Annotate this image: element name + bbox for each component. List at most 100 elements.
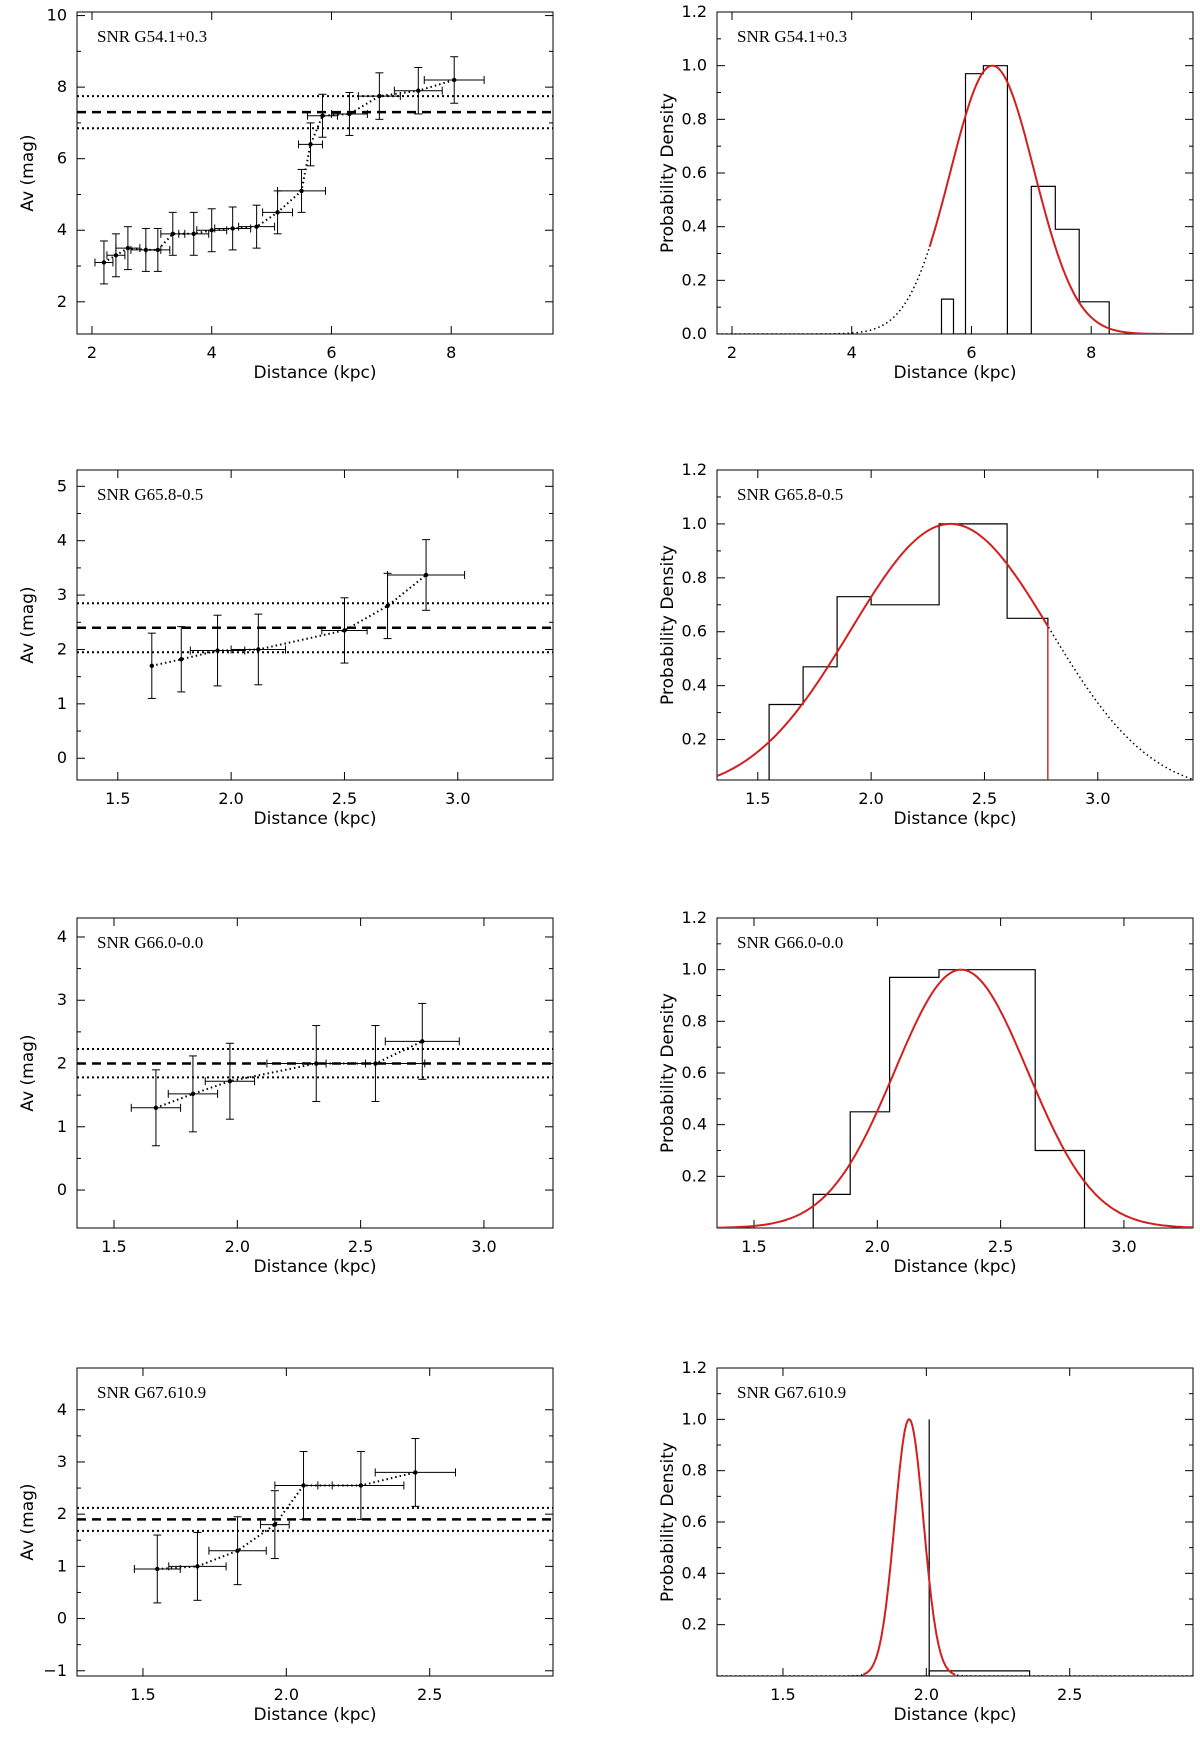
av-panel-frame <box>76 469 554 781</box>
av-panel-ytick-label: 1 <box>57 694 67 713</box>
av-panel-ytick-label: 2 <box>57 1504 67 1523</box>
av-panel-ytick-label: 3 <box>57 585 67 604</box>
av-panel-panel-title: SNR G65.8-0.5 <box>97 485 203 504</box>
pdf-panel-ytick-label: 0.4 <box>682 1115 707 1134</box>
data-point <box>301 1483 306 1488</box>
av-panel-ytick-label: 2 <box>57 1054 67 1073</box>
data-point <box>272 1522 278 1527</box>
av-panel-ytick-label: 0 <box>57 748 67 767</box>
pdf-panel-frame <box>716 11 1194 335</box>
pdf-panel-frame <box>716 469 1194 781</box>
av-panel-xtick-label: 3.0 <box>445 789 470 808</box>
av-panel-plot-area <box>77 56 553 285</box>
av-panel-ytick-label: 3 <box>57 990 67 1009</box>
av-panel-ytick-label: 4 <box>57 1400 67 1419</box>
data-point <box>215 648 220 653</box>
pdf-panel-xtick-label: 2 <box>727 343 737 362</box>
av-panel-ytick-label: 1 <box>57 1117 67 1136</box>
av-panel-ytick-label: 10 <box>47 6 67 25</box>
pdf-panel-plot-area <box>717 968 1193 1228</box>
gaussian-fit-red <box>862 1418 956 1676</box>
av-trend-curve <box>103 79 455 264</box>
pdf-panel-ytick-label: 0.6 <box>682 163 707 182</box>
av-panel-frame <box>76 11 554 335</box>
data-point <box>308 142 313 147</box>
data-point <box>452 77 457 83</box>
pdf-panel-ytick-label: 1.0 <box>682 56 707 75</box>
av-panel-2: 1.5 2.0 2.5 3.0 0 1 2 3 4 5 Distance (kpc) Av (mag)… <box>18 469 554 829</box>
pdf-panel-panel-title: SNR G67.610.9 <box>737 1383 846 1402</box>
pdf-panel-ytick-label: 0.8 <box>682 1461 707 1480</box>
gaussian-fit-dotted <box>717 1418 1193 1676</box>
pdf-panel-ytick-label: 0.2 <box>682 1166 707 1185</box>
av-panel-x-axis-title: Distance (kpc) <box>254 1257 377 1277</box>
pdf-panel-ytick-label: 1.0 <box>682 960 707 979</box>
pdf-panel-xtick-label: 6 <box>966 343 976 362</box>
data-point <box>416 88 421 93</box>
pdf-panel-xtick-label: 2.5 <box>1057 1685 1082 1704</box>
av-panel-ytick-label: 2 <box>57 639 67 658</box>
av-panel-ytick-label: 0 <box>57 1609 67 1628</box>
data-point <box>314 1061 319 1066</box>
av-panel-xtick-label: 6 <box>326 343 336 362</box>
data-point <box>191 231 196 237</box>
av-panel-3: 1.5 2.0 2.5 3.0 0 1 2 3 4 Distance (kpc) Av (mag) S… <box>18 917 554 1277</box>
data-point <box>195 1564 200 1569</box>
av-panel-ytick-label: 3 <box>57 1452 67 1471</box>
data-point <box>113 253 119 258</box>
pdf-panel-panel-title: SNR G66.0-0.0 <box>737 933 843 952</box>
data-point <box>275 210 280 215</box>
pdf-panel-panel-title: SNR G54.1+0.3 <box>737 27 847 46</box>
histogram-steps <box>848 1670 1031 1676</box>
av-panel-y-axis-title: Av (mag) <box>18 1034 38 1111</box>
pdf-panel-1: 2 4 6 8 0.0 0.2 0.4 0.6 0.8 1.0 1.2 Distance (kpc) P… <box>658 2 1194 383</box>
av-panel-x-axis-title: Distance (kpc) <box>254 363 377 383</box>
data-point <box>358 1483 364 1488</box>
av-panel-ytick-label: 8 <box>57 77 67 96</box>
pdf-panel-y-axis-title: Probability Density <box>658 993 678 1153</box>
pdf-panel-ytick-label: 0.8 <box>682 1011 707 1030</box>
gaussian-fit-red <box>717 968 1193 1228</box>
data-point <box>373 1061 378 1066</box>
av-panel-plot-area <box>77 1002 553 1147</box>
pdf-panel-ytick-label: 0.6 <box>682 622 707 641</box>
pdf-panel-ytick-label: 0.6 <box>682 1063 707 1082</box>
data-point <box>413 1470 418 1475</box>
data-point <box>153 1105 159 1110</box>
data-point <box>347 111 352 117</box>
histogram-steps <box>812 969 1086 1228</box>
av-trend-curve <box>155 1040 423 1109</box>
pdf-panel-ytick-label: 1.2 <box>682 2 707 21</box>
av-panel-y-axis-title: Av (mag) <box>18 1483 38 1560</box>
av-panel-xtick-label: 2.5 <box>348 1237 373 1256</box>
pdf-panel-xtick-label: 3.0 <box>1111 1237 1136 1256</box>
pdf-panel-xtick-label: 1.5 <box>741 1237 766 1256</box>
pdf-panel-xtick-label: 2.0 <box>858 789 883 808</box>
av-panel-plot-area <box>77 1437 553 1604</box>
data-point <box>101 260 107 265</box>
pdf-panel-4: 1.5 2.0 2.5 0.2 0.4 0.6 0.8 1.0 1.2 Distance (kpc… <box>658 1358 1194 1725</box>
data-point <box>209 228 214 233</box>
av-panel-ytick-label: 6 <box>57 149 67 168</box>
gaussian-fit-dotted <box>717 968 1193 1228</box>
av-panel-ytick-label: 2 <box>57 292 67 311</box>
data-point <box>385 603 390 609</box>
pdf-panel-ytick-label: 0.8 <box>682 109 707 128</box>
data-point <box>423 572 429 578</box>
av-trend-curve <box>157 1471 416 1570</box>
pdf-panel-y-axis-title: Probability Density <box>658 93 678 253</box>
av-panel-frame <box>76 917 554 1229</box>
data-point <box>230 226 235 231</box>
pdf-panel-frame <box>716 917 1194 1229</box>
av-panel-ytick-label: 4 <box>57 531 67 550</box>
histogram-steps <box>768 523 1049 780</box>
av-panel-panel-title: SNR G67.610.9 <box>97 1383 206 1402</box>
av-panel-panel-title: SNR G54.1+0.3 <box>97 27 207 46</box>
pdf-panel-xtick-label: 2.0 <box>914 1685 939 1704</box>
data-point <box>256 647 261 652</box>
pdf-panel-2: 1.5 2.0 2.5 3.0 0.2 0.4 0.6 0.8 1.0 1.2 Distance (… <box>658 460 1194 829</box>
gaussian-fit-dotted <box>717 523 1193 780</box>
pdf-panel-ytick-label: 1.0 <box>682 1409 707 1428</box>
gaussian-fit-red <box>717 522 1049 778</box>
pdf-panel-plot-area <box>717 1418 1193 1676</box>
